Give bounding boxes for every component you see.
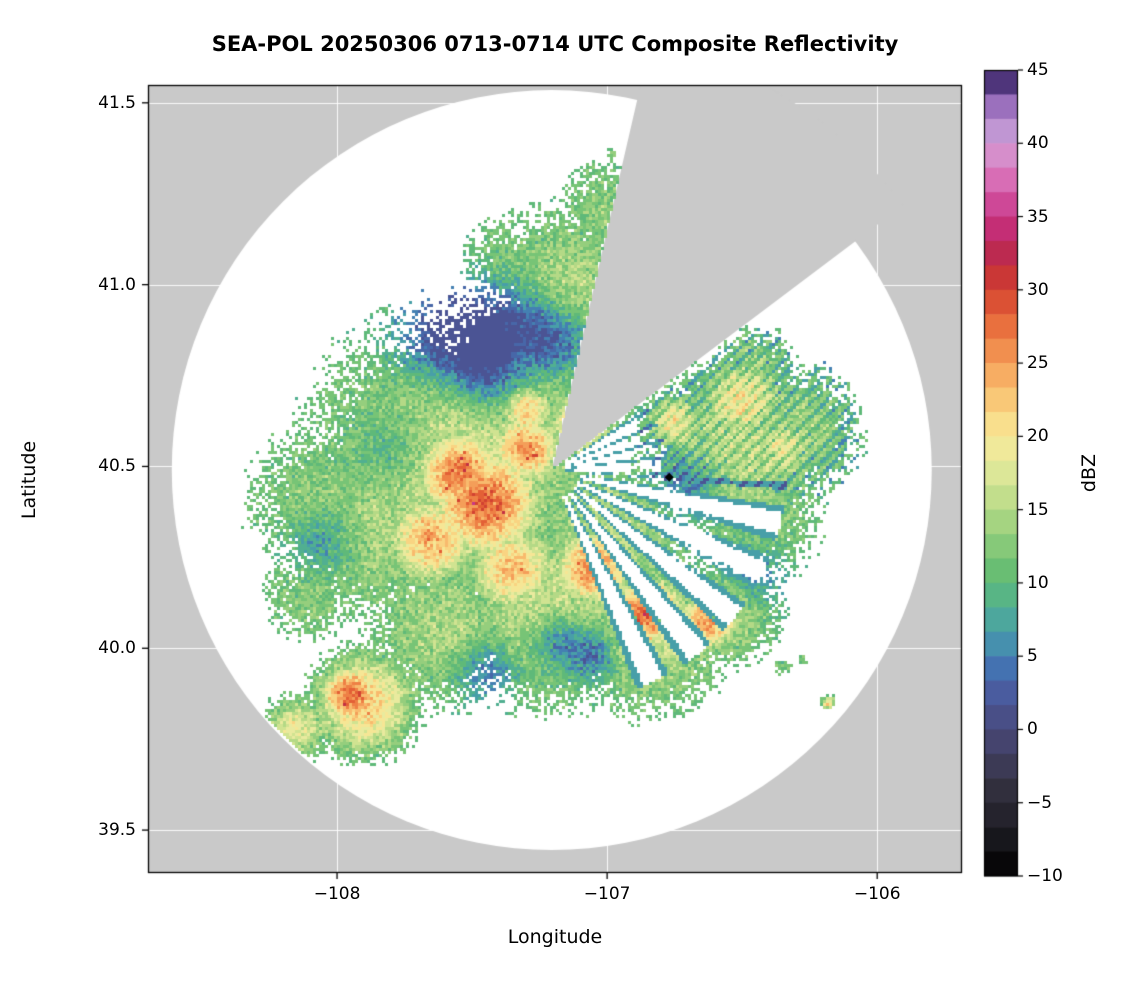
y-tick-label: 40.5 (98, 456, 136, 477)
y-tick-label: 41.5 (98, 92, 136, 113)
x-axis-label: Longitude (507, 926, 603, 948)
y-tick-label: 40.0 (98, 638, 136, 659)
colorbar-tick-label: 10 (1027, 572, 1049, 593)
y-tick-label: 41.0 (98, 274, 136, 295)
colorbar-tick-label: 25 (1027, 353, 1049, 374)
x-tick-label: −106 (853, 884, 901, 904)
x-tick-label: −108 (313, 884, 361, 904)
colorbar-tick-label: 30 (1027, 279, 1049, 300)
colorbar-tick-label: 15 (1027, 499, 1049, 520)
colorbar-tick-label: 20 (1027, 426, 1049, 447)
y-tick-label: 39.5 (98, 820, 136, 841)
colorbar-tick-label: 5 (1027, 646, 1038, 667)
y-axis-label: Latitude (18, 440, 40, 520)
chart-title: SEA-POL 20250306 0713-0714 UTC Composite… (211, 32, 899, 56)
colorbar-tick-label: 35 (1027, 206, 1049, 227)
colorbar-label: dBZ (1078, 453, 1100, 493)
colorbar-tick-label: 0 (1027, 719, 1038, 740)
colorbar-tick-label: 40 (1027, 133, 1049, 154)
x-tick-label: −107 (583, 884, 631, 904)
colorbar-tick-label: 45 (1027, 60, 1049, 80)
colorbar-tick-label: −5 (1027, 792, 1053, 813)
colorbar-tick-label: −10 (1027, 866, 1063, 886)
